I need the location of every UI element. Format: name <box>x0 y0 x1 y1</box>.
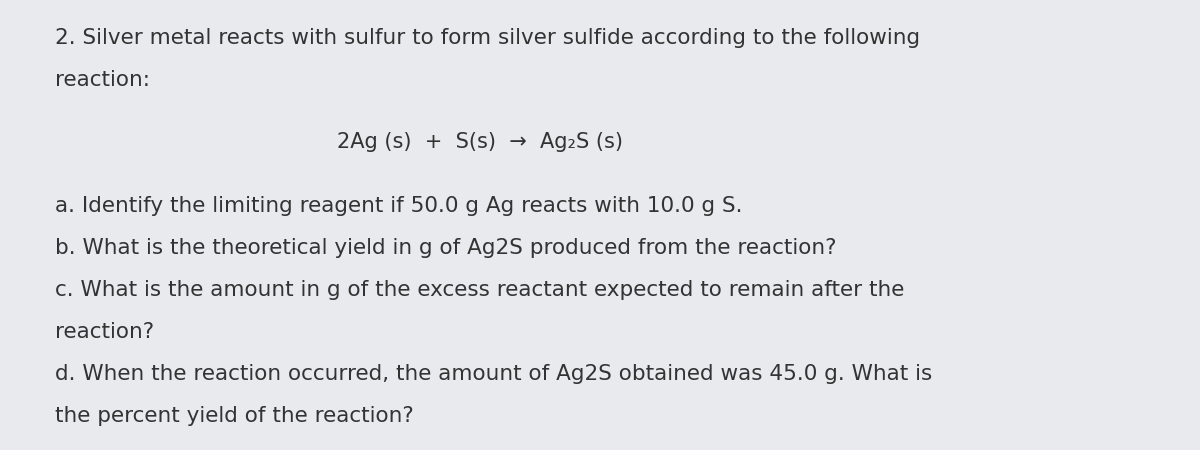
Text: a. Identify the limiting reagent if 50.0 g Ag reacts with 10.0 g S.: a. Identify the limiting reagent if 50.0… <box>55 196 743 216</box>
Text: the percent yield of the reaction?: the percent yield of the reaction? <box>55 406 414 426</box>
Text: reaction:: reaction: <box>55 70 150 90</box>
Text: reaction?: reaction? <box>55 322 154 342</box>
Text: 2. Silver metal reacts with sulfur to form silver sulfide according to the follo: 2. Silver metal reacts with sulfur to fo… <box>55 28 920 48</box>
Text: d. When the reaction occurred, the amount of Ag2S obtained was 45.0 g. What is: d. When the reaction occurred, the amoun… <box>55 364 932 384</box>
Text: b. What is the theoretical yield in g of Ag2S produced from the reaction?: b. What is the theoretical yield in g of… <box>55 238 836 258</box>
Text: c. What is the amount in g of the excess reactant expected to remain after the: c. What is the amount in g of the excess… <box>55 280 905 300</box>
Text: 2Ag (s)  +  S(s)  →  Ag₂S (s): 2Ag (s) + S(s) → Ag₂S (s) <box>337 132 623 152</box>
